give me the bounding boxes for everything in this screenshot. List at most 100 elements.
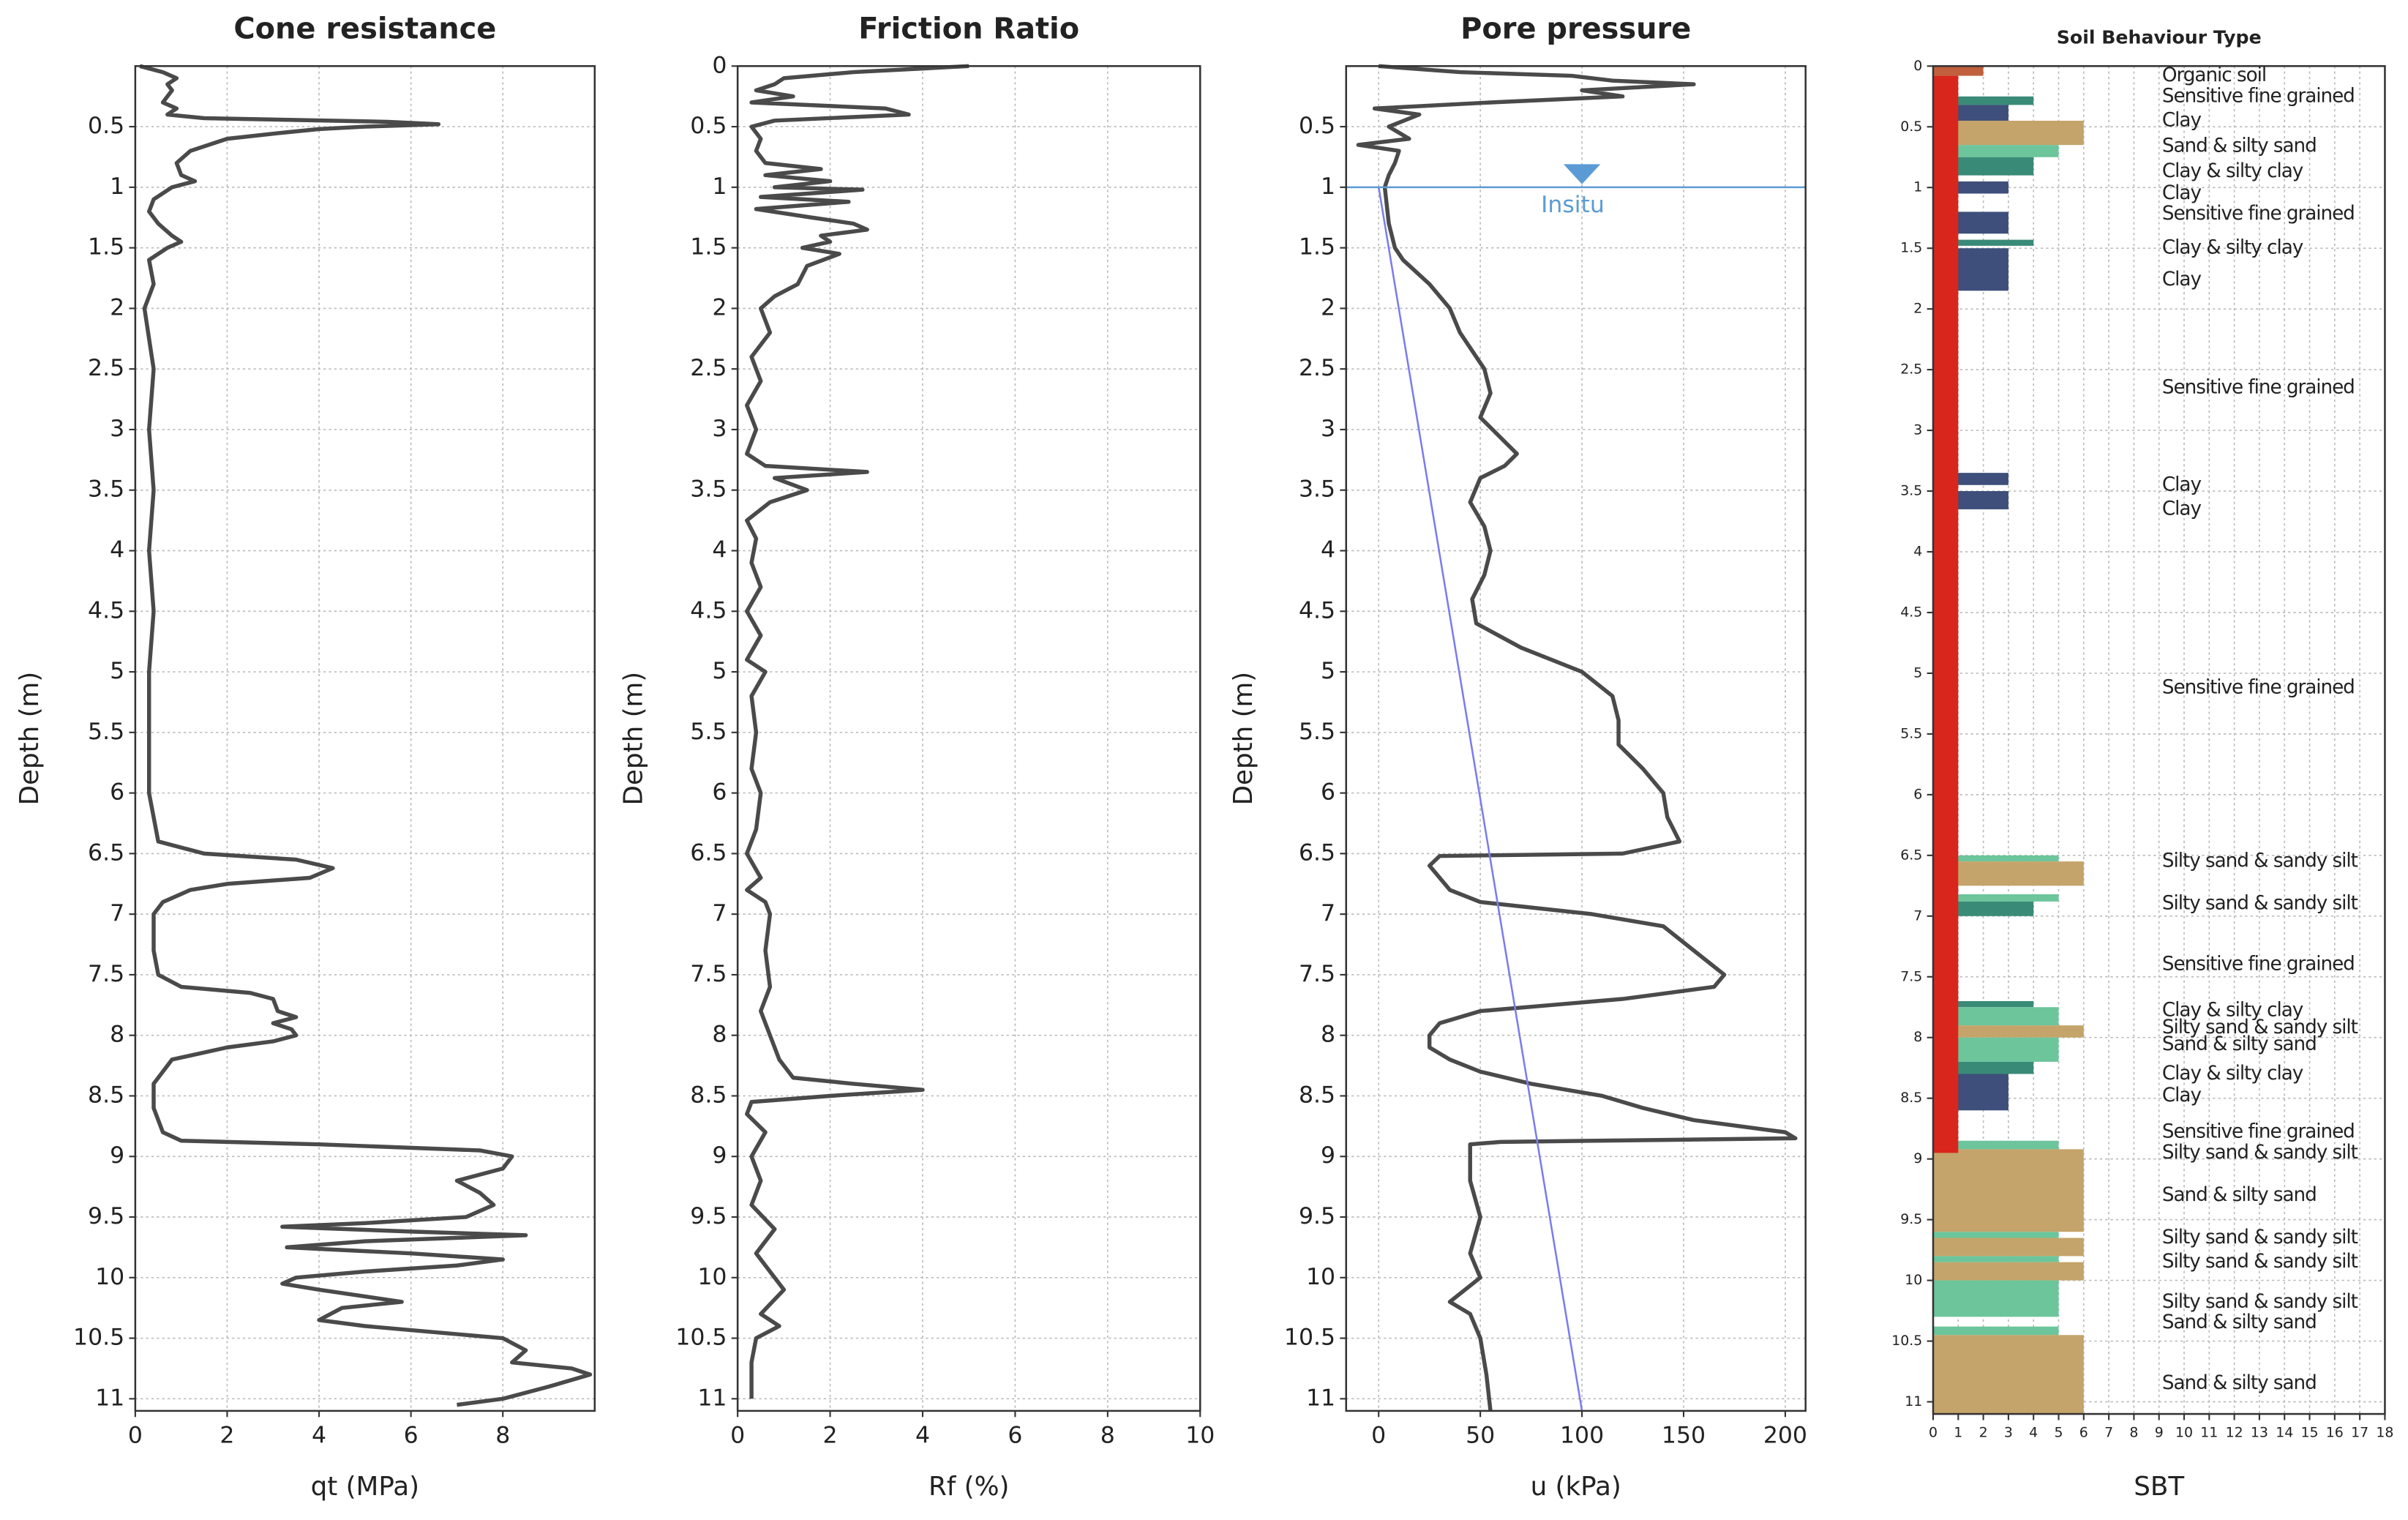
x-tick-label: 11 xyxy=(2200,1424,2218,1440)
x-tick-label: 15 xyxy=(2300,1424,2318,1440)
sbt-label: Silty sand & sandy silt xyxy=(2162,1291,2358,1313)
y-tick-label: 1.5 xyxy=(1299,234,1335,261)
x-tick-label: 10 xyxy=(1185,1423,1215,1449)
y-tick-label: 2.5 xyxy=(88,355,124,381)
y-tick-label: 8 xyxy=(1321,1022,1335,1048)
chart-title: Soil Behaviour Type xyxy=(2057,27,2262,48)
chart-title: Pore pressure xyxy=(1460,12,1691,46)
y-tick-label: 4.5 xyxy=(1299,597,1335,624)
y-tick-label: 8.5 xyxy=(1900,1090,1922,1106)
y-tick-label: 1 xyxy=(110,173,124,200)
sbt-label: Clay & silty clay xyxy=(2162,1063,2303,1085)
x-tick-label: 1 xyxy=(1954,1424,1962,1440)
y-tick-label: 3 xyxy=(1321,416,1335,442)
y-tick-label: 8 xyxy=(110,1022,124,1048)
x-tick-label: 8 xyxy=(2129,1424,2138,1440)
sbt-label: Clay xyxy=(2162,269,2202,291)
y-tick-label: 6.5 xyxy=(88,839,124,866)
x-tick-label: 8 xyxy=(1100,1423,1115,1449)
y-tick-label: 9.5 xyxy=(88,1203,124,1229)
y-tick-label: 9.5 xyxy=(1299,1203,1335,1229)
y-tick-label: 11 xyxy=(95,1385,124,1411)
sbt-label: Silty sand & sandy silt xyxy=(2162,1227,2358,1248)
x-tick-label: 18 xyxy=(2376,1424,2393,1440)
x-axis-label: SBT xyxy=(2134,1472,2184,1502)
sbt-bar xyxy=(1932,1000,2034,1008)
sbt-label: Sensitive fine grained xyxy=(2162,203,2355,225)
sbt-label: Silty sand & sandy silt xyxy=(2162,1017,2358,1038)
profile-line xyxy=(139,64,593,1407)
sbt-bar xyxy=(1932,1140,2059,1150)
x-axis-label: Rf (%) xyxy=(929,1472,1009,1502)
y-tick-label: 4 xyxy=(712,536,727,563)
x-tick-label: 100 xyxy=(1560,1423,1604,1449)
chart-title: Friction Ratio xyxy=(858,12,1079,46)
y-tick-label: 1 xyxy=(1321,173,1335,200)
y-tick-label: 7.5 xyxy=(1299,961,1335,987)
y-tick-label: 11 xyxy=(1905,1393,1922,1409)
sbt-bar xyxy=(1932,145,2059,157)
y-tick-label: 5.5 xyxy=(1299,719,1335,745)
y-tick-label: 7.5 xyxy=(88,961,124,987)
x-tick-label: 2 xyxy=(1979,1424,1988,1440)
y-tick-label: 2.5 xyxy=(1900,362,1922,378)
y-tick-label: 4.5 xyxy=(690,597,727,624)
sbt-label: Clay xyxy=(2162,498,2202,520)
y-tick-label: 10.5 xyxy=(675,1325,727,1351)
y-tick-label: 3 xyxy=(712,416,727,442)
y-tick-label: 6.5 xyxy=(690,839,727,866)
sbt-label: Sand & silty sand xyxy=(2162,1311,2317,1333)
y-tick-label: 5 xyxy=(1321,658,1335,684)
y-tick-label: 3.5 xyxy=(690,476,727,503)
x-tick-label: 12 xyxy=(2226,1424,2243,1440)
x-tick-label: 0 xyxy=(1371,1423,1386,1449)
x-tick-label: 10 xyxy=(2175,1424,2193,1440)
y-tick-label: 6.5 xyxy=(1900,847,1922,863)
sbt-label: Sensitive fine grained xyxy=(2162,954,2355,976)
y-tick-label: 0.5 xyxy=(88,113,124,139)
sbt-bar xyxy=(1932,1025,2084,1038)
x-tick-label: 9 xyxy=(2155,1424,2164,1440)
y-tick-label: 9 xyxy=(1913,1150,1922,1167)
sbt-label: Silty sand & sandy silt xyxy=(2162,893,2358,915)
sbt-label: Silty sand & sandy silt xyxy=(2162,1251,2358,1273)
x-tick-label: 2 xyxy=(220,1423,234,1449)
x-tick-label: 3 xyxy=(2004,1424,2013,1440)
y-tick-label: 7 xyxy=(110,900,124,926)
y-tick-label: 7.5 xyxy=(1900,968,1922,984)
y-tick-label: 10 xyxy=(95,1264,124,1290)
y-tick-label: 5.5 xyxy=(88,719,124,745)
sbt-bar xyxy=(1932,75,1959,1153)
x-tick-label: 4 xyxy=(915,1423,930,1449)
sbt-bar xyxy=(1932,855,2059,862)
x-axis-label: u (kPa) xyxy=(1531,1472,1621,1502)
y-tick-label: 3 xyxy=(110,416,124,442)
y-tick-label: 6 xyxy=(1321,779,1335,806)
profile-line xyxy=(1356,64,1798,1412)
x-axis-label: qt (MPa) xyxy=(311,1472,419,1502)
sbt-label: Sand & silty sand xyxy=(2162,135,2317,157)
y-tick-label: 4.5 xyxy=(1900,604,1922,620)
y-tick-label: 11 xyxy=(1306,1385,1335,1411)
x-tick-label: 6 xyxy=(1008,1423,1022,1449)
x-tick-label: 13 xyxy=(2251,1424,2268,1440)
sbt-bar xyxy=(1932,1238,2084,1257)
y-tick-label: 8 xyxy=(1913,1029,1922,1045)
y-tick-label: 8 xyxy=(712,1022,727,1048)
x-tick-label: 14 xyxy=(2276,1424,2293,1440)
sbt-label: Clay & silty clay xyxy=(2162,160,2303,182)
profile-line xyxy=(745,64,969,1399)
y-tick-label: 1.5 xyxy=(690,234,727,261)
y-tick-label: 6.5 xyxy=(1299,839,1335,866)
sbt-bar xyxy=(1932,1232,2059,1238)
y-tick-label: 0.5 xyxy=(1299,113,1335,139)
sbt-label: Clay xyxy=(2162,109,2202,131)
y-tick-label: 10.5 xyxy=(1284,1325,1335,1351)
sbt-label: Sand & silty sand xyxy=(2162,1184,2317,1206)
y-tick-label: 10 xyxy=(697,1264,727,1290)
y-tick-label: 0.5 xyxy=(690,113,727,139)
profile-line xyxy=(1377,187,1583,1412)
y-tick-label: 2 xyxy=(110,294,124,321)
x-tick-label: 8 xyxy=(495,1423,510,1449)
